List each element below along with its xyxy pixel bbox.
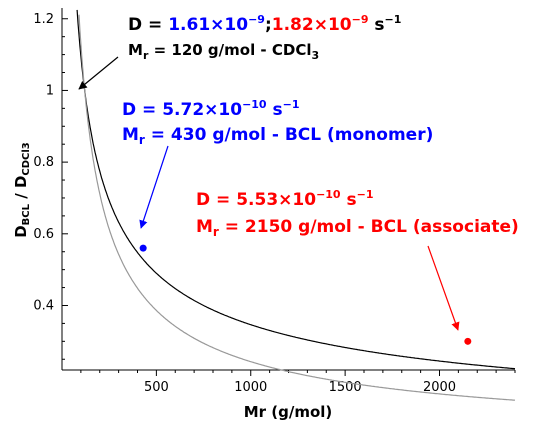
- y-tick-label: 0.4: [33, 298, 54, 313]
- annotation-associate: D = 5.53×10−10 s−1 Mr = 2150 g/mol - BCL…: [196, 188, 519, 331]
- svg-text:Mr = 2150 g/mol - BCL (associa: Mr = 2150 g/mol - BCL (associate): [196, 217, 519, 239]
- y-tick-label: 0.6: [33, 227, 54, 242]
- ticks: [62, 18, 516, 376]
- y-tick-label: 1: [46, 83, 54, 98]
- curves: [76, 9, 516, 401]
- svg-text:D = 1.61×10−9;1.82×10−9 s−1: D = 1.61×10−9;1.82×10−9 s−1: [128, 13, 401, 35]
- x-tick-label: 2000: [423, 380, 456, 395]
- series-line-1: [76, 9, 516, 370]
- y-tick-label: 0.8: [33, 155, 54, 170]
- series-line-2: [78, 14, 516, 401]
- monomer-arrow: [139, 145, 169, 229]
- annotation-monomer: D = 5.72×10−10 s−1 Mr = 430 g/mol - BCL …: [122, 98, 433, 229]
- x-tick-label: 1000: [234, 380, 267, 395]
- data-point-1: [139, 244, 147, 252]
- svg-text:Mr = 120 g/mol - CDCl3: Mr = 120 g/mol - CDCl3: [128, 41, 319, 62]
- reference-arrow: [78, 56, 119, 90]
- data-point-2: [464, 337, 472, 345]
- y-axis-title: DBCL / DCDCl3: [12, 142, 32, 238]
- data-points: [139, 244, 472, 345]
- svg-text:D = 5.72×10−10 s−1: D = 5.72×10−10 s−1: [122, 98, 300, 120]
- y-tick-label: 1.2: [33, 12, 54, 27]
- annotation-reference: D = 1.61×10−9;1.82×10−9 s−1 Mr = 120 g/m…: [78, 13, 401, 90]
- x-axis-title: Mr (g/mol): [244, 403, 333, 421]
- associate-arrow: [427, 245, 460, 331]
- svg-text:Mr = 430 g/mol - BCL (monomer): Mr = 430 g/mol - BCL (monomer): [122, 125, 433, 147]
- svg-text:D = 5.53×10−10 s−1: D = 5.53×10−10 s−1: [196, 188, 374, 210]
- x-tick-label: 500: [144, 380, 169, 395]
